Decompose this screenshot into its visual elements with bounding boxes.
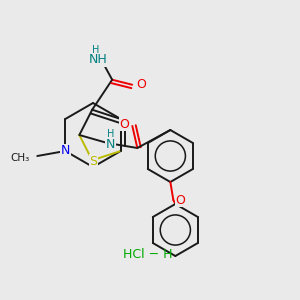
- Text: N: N: [106, 137, 115, 151]
- Text: CH₃: CH₃: [10, 153, 29, 163]
- Text: N: N: [61, 145, 70, 158]
- Text: H: H: [92, 45, 100, 55]
- Text: H: H: [107, 129, 114, 139]
- Text: O: O: [176, 194, 185, 206]
- Text: O: O: [136, 78, 146, 91]
- Text: O: O: [119, 118, 129, 130]
- Text: HCl − H: HCl − H: [123, 248, 173, 262]
- Text: NH: NH: [89, 53, 108, 66]
- Text: S: S: [89, 155, 97, 168]
